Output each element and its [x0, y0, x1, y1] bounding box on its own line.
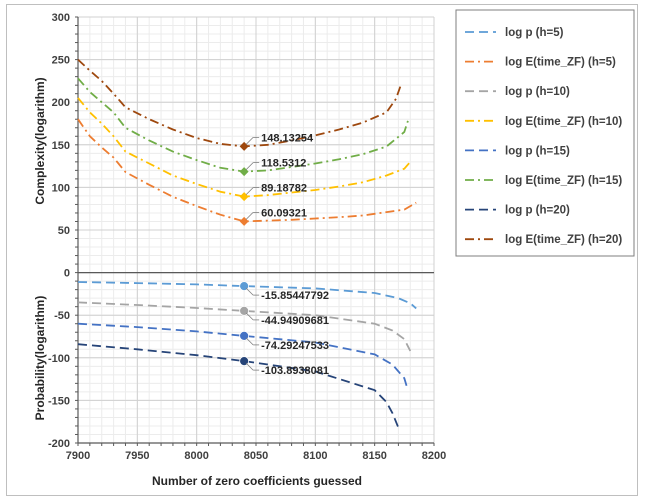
- y-tick-label: -200: [48, 438, 70, 450]
- y-tick-label: -100: [48, 353, 70, 365]
- series-line-1: [77, 281, 417, 310]
- data-label-leader: [245, 162, 254, 170]
- series-line-5: [77, 322, 409, 391]
- data-label-leader: [245, 312, 254, 321]
- data-label-leader: [245, 287, 254, 296]
- data-label-4: 89.18782: [261, 183, 307, 195]
- data-label-leader: [245, 187, 254, 195]
- series-line-6: [77, 77, 409, 173]
- axes: 7900 7950 8000 8050 8100 8150 8200 300 250 200 150…: [48, 12, 446, 462]
- legend-label-1: log p (h=5): [505, 27, 564, 39]
- y-tick-label: -50: [54, 310, 70, 322]
- legend-label-2: log E(time_ZF) (h=5): [505, 57, 616, 69]
- data-label-leader: [245, 212, 254, 220]
- series-line-2: [77, 118, 417, 223]
- y-tick-label: 50: [58, 225, 70, 237]
- data-label-2: 60.09321: [261, 207, 307, 219]
- grid: [77, 16, 435, 444]
- legend-label-7: log p (h=20): [505, 205, 570, 217]
- legend: log p (h=5) log E(time_ZF) (h=5) log p (h=…: [455, 9, 635, 257]
- legend-label-8: log E(time_ZF) (h=20): [505, 234, 622, 246]
- x-tick-label: 8150: [362, 450, 386, 462]
- x-tick-label: 8050: [244, 450, 268, 462]
- data-label-leader: [245, 137, 254, 145]
- y-tick-label: 300: [52, 12, 70, 24]
- data-label-6: 118.5312: [261, 158, 306, 170]
- series-line-7: [77, 343, 400, 429]
- y-tick-label: -150: [48, 395, 70, 407]
- x-tick-label: 8000: [184, 450, 208, 462]
- y-axis-title-probability: Probability(logarithm): [33, 296, 47, 421]
- data-label-5: -74.29247533: [261, 340, 329, 352]
- y-tick-label: 250: [52, 55, 70, 67]
- y-axis-title-complexity: Complexity(logarithm): [33, 77, 47, 204]
- legend-label-3: log p (h=10): [505, 86, 570, 98]
- legend-label-4: log E(time_ZF) (h=10): [505, 116, 622, 128]
- x-tick-label: 7950: [125, 450, 149, 462]
- series-layer: [77, 58, 417, 429]
- marker-layer: -15.85447792 60.09321 -44.94909681 89.18782…: [239, 132, 329, 377]
- y-tick-label: 200: [52, 97, 70, 109]
- series-line-4: [77, 97, 411, 198]
- series-line-3: [77, 301, 412, 352]
- data-label-7: -103.8938081: [261, 365, 329, 377]
- data-label-1: -15.85447792: [261, 290, 329, 302]
- data-label-leader: [245, 337, 254, 346]
- y-tick-label: 150: [52, 140, 70, 152]
- y-tick-label: 100: [52, 182, 70, 194]
- legend-label-5: log p (h=15): [505, 145, 570, 157]
- data-label-8: 148.13254: [261, 132, 314, 144]
- x-tick-label: 7900: [66, 450, 90, 462]
- legend-label-6: log E(time_ZF) (h=15): [505, 175, 622, 187]
- chart-frame: [6, 4, 638, 496]
- y-tick-label: 0: [64, 268, 70, 280]
- x-tick-label: 8200: [422, 450, 446, 462]
- data-label-3: -44.94909681: [261, 315, 329, 327]
- data-label-leader: [245, 362, 254, 371]
- series-line-8: [77, 58, 402, 148]
- x-tick-label: 8100: [303, 450, 327, 462]
- x-axis-title: Number of zero coefficients guessed: [152, 474, 362, 488]
